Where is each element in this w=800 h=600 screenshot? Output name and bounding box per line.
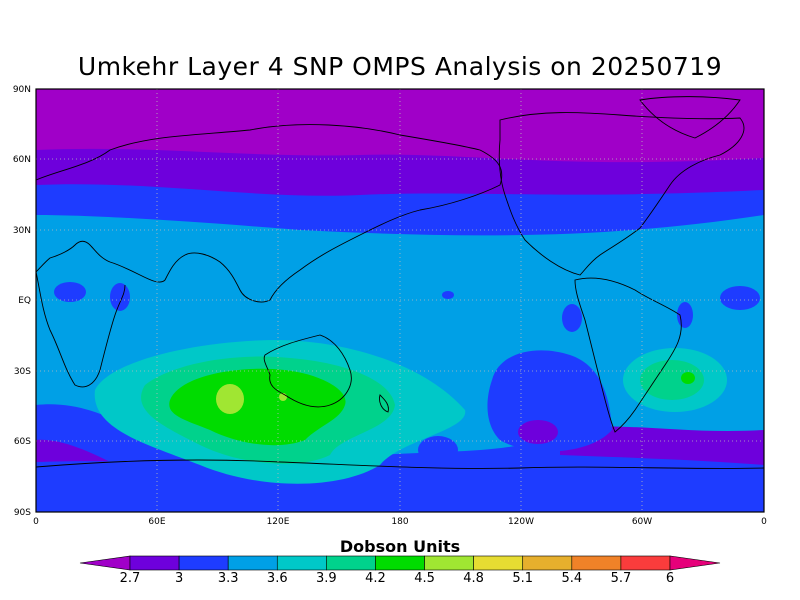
lat-label-30s: 30S: [14, 367, 31, 377]
field-panel: [36, 89, 764, 512]
lat-label-30n: 30N: [13, 226, 31, 236]
lat-label-90s: 90S: [14, 508, 31, 518]
chart-title: Umkehr Layer 4 SNP OMPS Analysis on 2025…: [77, 52, 723, 81]
lon-label-60w: 60W: [632, 517, 652, 527]
colorbar-tick-label: 3.3: [217, 571, 239, 586]
lat-tick-labels: 90N 60N 30N EQ 30S 60S 90S: [13, 85, 31, 518]
colorbar-tick-label: 4.2: [365, 571, 386, 586]
colorbar-title: Dobson Units: [339, 537, 461, 556]
colorbar-arrow-low: [79, 555, 131, 571]
lat-label-eq: EQ: [18, 296, 31, 306]
colorbar-box: [375, 555, 425, 571]
colorbar-box: [129, 555, 180, 571]
lat-label-60n: 60N: [13, 155, 31, 165]
map-frame: [35, 88, 765, 513]
lat-label-90n: 90N: [13, 85, 31, 95]
colorbar-box: [571, 555, 622, 571]
colorbar-box: [326, 555, 376, 571]
band-antarctic: [36, 461, 764, 480]
colorbar-box: [276, 555, 327, 571]
blob-sa-coast: [562, 304, 582, 332]
colorbar-tick-label: 3: [174, 571, 184, 586]
lat-label-60s: 60S: [14, 437, 31, 447]
blob-pacific: [442, 291, 454, 299]
sa-contour-4.2: [681, 372, 695, 384]
coastlines: [36, 96, 764, 469]
colorbar-tick-label: 3.9: [316, 571, 337, 586]
lon-label-120w: 120W: [508, 517, 534, 527]
sa-contour-3.9: [640, 360, 704, 400]
lon-label-120e: 120E: [267, 517, 290, 527]
colorbar-box: [227, 555, 278, 571]
colorbar-tick-label: 2.7: [119, 571, 141, 586]
band-3.0-north: [36, 148, 764, 202]
colorbar-tick-label: 5.7: [610, 571, 632, 586]
colorbar-box: [178, 555, 229, 571]
colorbar-tick-label: 5.1: [512, 571, 534, 586]
contour-4.5-max: [216, 384, 244, 414]
lon-label-0-end: 0: [761, 517, 767, 527]
contour-4.2: [169, 368, 346, 446]
blob-east-atlantic: [720, 286, 760, 310]
colorbar-box: [424, 555, 474, 571]
south-pacific-low: [487, 350, 612, 452]
colorbar: [79, 555, 721, 571]
blob-indian: [110, 283, 130, 311]
lon-label-60e: 60E: [148, 517, 165, 527]
south-pacific-min: [518, 420, 558, 444]
gridlines: [36, 89, 764, 512]
colorbar-box: [620, 555, 671, 571]
colorbar-tick-label: 6: [665, 571, 675, 586]
colorbar-tick-label: 4.8: [463, 571, 484, 586]
colorbar-arrow-high: [669, 555, 721, 571]
band-3.3-south: [36, 404, 764, 512]
blob-3.0-south-atlantic: [560, 426, 764, 465]
colorbar-tick-label: 3.6: [266, 571, 288, 586]
blob-africa: [54, 282, 86, 302]
colorbar-box: [473, 555, 524, 571]
colorbar-tick-label: 4.5: [414, 571, 435, 586]
lon-label-180: 180: [391, 517, 408, 527]
colorbar-tick-label: 5.4: [561, 571, 583, 586]
colorbar-box: [522, 555, 573, 571]
lon-tick-labels: 0 60E 120E 180 120W 60W 0: [33, 517, 767, 527]
blob-south-pacific-west: [418, 436, 458, 464]
lon-label-0: 0: [33, 517, 39, 527]
